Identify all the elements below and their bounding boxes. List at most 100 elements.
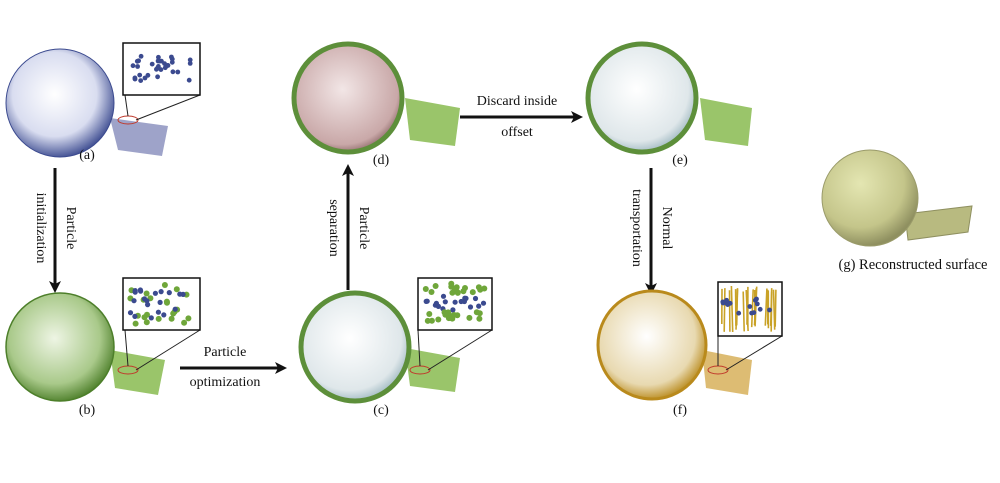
particle xyxy=(132,314,137,319)
particle xyxy=(429,318,435,324)
particle xyxy=(166,63,171,68)
sphere-point-cloud xyxy=(301,293,409,401)
particle xyxy=(455,290,461,296)
particle xyxy=(150,62,155,67)
particle xyxy=(753,298,758,303)
arrow-text-2: offset xyxy=(501,125,533,140)
particle xyxy=(476,284,482,290)
arrow-text-1: Particle xyxy=(356,207,371,250)
particle xyxy=(173,307,178,312)
particle xyxy=(162,282,168,288)
panel-b: (b) xyxy=(6,278,200,418)
particle xyxy=(159,289,164,294)
particle xyxy=(131,298,136,303)
particle xyxy=(174,286,180,292)
panel-label-g: (g) Reconstructed surface xyxy=(839,257,988,273)
panel-label-a: (a) xyxy=(79,148,95,163)
particle xyxy=(156,316,162,322)
particle xyxy=(161,312,166,317)
plane-patch xyxy=(110,118,168,156)
panel-label-b: (b) xyxy=(79,403,96,418)
arrow-discard: Discard inside offset xyxy=(460,94,580,140)
zoom-line xyxy=(136,95,200,120)
particle xyxy=(443,299,448,304)
particle xyxy=(164,300,170,306)
plane-patch xyxy=(700,98,752,146)
particle xyxy=(175,70,180,75)
particle xyxy=(423,286,429,292)
panel-c: (c) xyxy=(301,278,492,418)
particle xyxy=(185,315,191,321)
particle xyxy=(144,291,150,297)
normal-vector xyxy=(724,288,725,332)
particle xyxy=(426,311,432,317)
arrow-separation: Particle separation xyxy=(326,167,371,290)
particle xyxy=(448,281,454,287)
particle xyxy=(470,289,476,295)
particle xyxy=(138,78,143,83)
arrow-normal-transport: Normal transportation xyxy=(629,168,674,292)
particle xyxy=(436,304,441,309)
particle xyxy=(133,290,138,295)
particle xyxy=(138,287,143,292)
panel-label-c: (c) xyxy=(373,403,389,418)
particle xyxy=(131,63,136,68)
particle xyxy=(481,301,486,306)
particle xyxy=(167,290,172,295)
arrow-optimization: Particle optimization xyxy=(180,345,284,390)
particle xyxy=(156,310,161,315)
particle xyxy=(767,308,772,313)
particle xyxy=(429,289,435,295)
particle xyxy=(466,315,472,321)
particle xyxy=(128,310,133,315)
normal-vector xyxy=(743,292,744,332)
sphere-point-cloud xyxy=(588,44,696,152)
particle xyxy=(169,316,175,322)
particle xyxy=(139,54,144,59)
particle xyxy=(133,321,139,327)
arrow-text-2: separation xyxy=(326,199,341,257)
normal-vector xyxy=(771,288,772,326)
particle xyxy=(435,317,441,323)
sphere-point-cloud xyxy=(6,293,114,401)
particle xyxy=(133,77,138,82)
particle xyxy=(433,283,439,289)
particle xyxy=(156,64,161,69)
sphere-point-cloud xyxy=(294,44,402,152)
particle xyxy=(442,312,448,318)
particle xyxy=(158,300,163,305)
particle xyxy=(188,61,193,66)
particle xyxy=(481,286,487,292)
particle xyxy=(142,314,148,320)
particle xyxy=(749,311,754,316)
reconstructed-sphere xyxy=(822,150,918,246)
particle xyxy=(459,299,464,304)
arrow-text-1: Particle xyxy=(63,207,78,250)
particle xyxy=(171,69,176,74)
particle xyxy=(747,304,752,309)
panel-f: (f) xyxy=(598,282,782,418)
panel-a: (a) xyxy=(6,43,200,163)
particle xyxy=(177,292,182,297)
normal-vector xyxy=(775,290,776,327)
particle xyxy=(143,76,148,81)
particle xyxy=(144,319,150,325)
arrow-text-1: Discard inside xyxy=(477,94,557,109)
particle xyxy=(135,64,140,69)
panel-label-e: (e) xyxy=(672,153,688,168)
particle xyxy=(137,73,142,78)
particle xyxy=(170,60,175,65)
particle xyxy=(181,320,187,326)
particle xyxy=(156,55,161,60)
particle xyxy=(155,74,160,79)
panel-label-d: (d) xyxy=(373,153,390,168)
arrow-text-2: transportation xyxy=(629,189,644,267)
particle xyxy=(136,58,141,63)
panel-e: (e) xyxy=(588,44,752,168)
particle xyxy=(153,291,158,296)
particle xyxy=(149,315,154,320)
particle xyxy=(725,302,730,307)
arrow-text-1: Normal xyxy=(659,207,674,250)
